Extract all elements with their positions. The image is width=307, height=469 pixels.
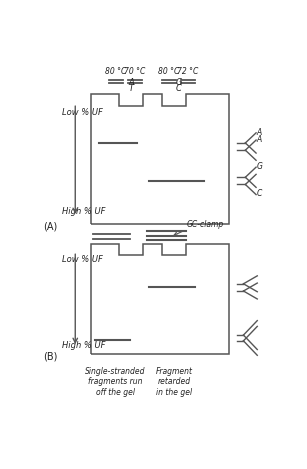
- Text: A: A: [257, 135, 262, 144]
- Text: (B): (B): [43, 351, 57, 361]
- Text: A: A: [128, 78, 134, 87]
- Text: 72 °C: 72 °C: [177, 67, 199, 76]
- Text: (A): (A): [43, 221, 57, 231]
- Text: GC-clamp: GC-clamp: [187, 220, 224, 229]
- Text: C: C: [257, 189, 262, 198]
- Text: 80 °C: 80 °C: [105, 67, 126, 76]
- Text: A: A: [257, 128, 262, 136]
- Text: Low % UF: Low % UF: [62, 255, 103, 264]
- Text: G: G: [257, 162, 263, 171]
- Text: G: G: [176, 78, 182, 87]
- Text: Fragment
retarded
in the gel: Fragment retarded in the gel: [155, 367, 192, 397]
- Text: T: T: [129, 83, 134, 92]
- Text: 70 °C: 70 °C: [124, 67, 146, 76]
- Text: C: C: [176, 83, 182, 92]
- Text: 80 °C: 80 °C: [158, 67, 180, 76]
- Text: High % UF: High % UF: [62, 207, 106, 216]
- Text: Single-stranded
fragments run
off the gel: Single-stranded fragments run off the ge…: [85, 367, 146, 397]
- Text: Low % UF: Low % UF: [62, 108, 103, 117]
- Text: High % UF: High % UF: [62, 340, 106, 350]
